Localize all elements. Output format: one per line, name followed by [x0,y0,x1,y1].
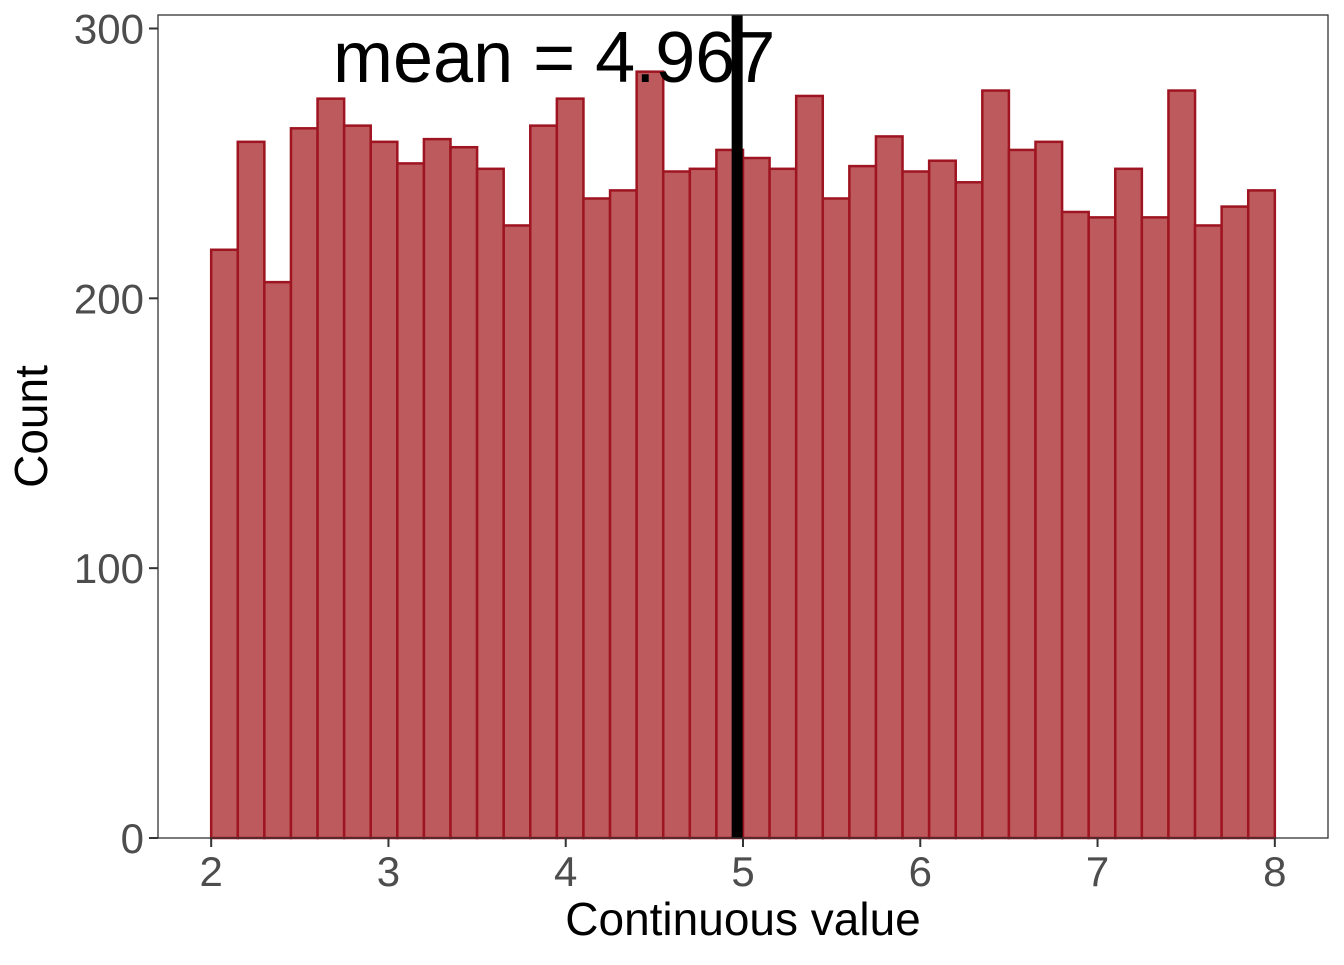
histogram-bar [1193,224,1223,840]
histogram-bar [1246,189,1277,840]
histogram-bar [768,167,798,840]
histogram-bar [209,248,240,840]
histogram-bar [954,181,984,840]
histogram-bar [661,170,692,840]
histogram-bar [263,280,293,840]
histogram-bar [289,127,319,840]
histogram-bar [741,156,771,840]
x-axis-title: Continuous value [565,893,920,945]
histogram-bar [848,164,878,840]
y-tick-label: 200 [74,275,144,322]
mean-annotation: mean = 4.967 [333,18,775,98]
histogram-bar [475,167,505,840]
histogram-bar [821,197,851,840]
histogram-bar [342,124,372,840]
histogram-bar [369,140,399,840]
x-tick-label: 8 [1263,848,1286,895]
histogram-bar [529,124,559,840]
histogram-bar [1167,89,1197,840]
x-tick-label: 7 [1086,848,1109,895]
histogram-bar [1007,148,1037,840]
x-tick-label: 4 [554,848,577,895]
histogram-bar [422,137,452,840]
y-tick-label: 100 [74,545,144,592]
histogram-bar [396,162,426,840]
histogram-bar [502,224,532,840]
x-tick-label: 5 [731,848,754,895]
histogram-bar [1087,216,1117,840]
histogram-bar [1220,205,1250,840]
mean-layer: mean = 4.967 [333,15,775,838]
histogram-bar [316,97,346,840]
y-axis-title: Count [5,365,57,488]
histogram-bar [927,159,957,840]
histogram-bar [901,170,931,840]
y-axis: 0 100 200 300 [74,5,158,862]
x-tick-label: 3 [377,848,400,895]
histogram-bar [688,167,718,840]
histogram-bar [582,197,612,840]
y-tick-label: 0 [121,815,144,862]
x-tick-label: 2 [200,848,223,895]
histogram-bar [1060,210,1090,840]
bars-layer [209,70,1277,840]
histogram-bar [236,140,266,840]
histogram-bar [1034,140,1064,840]
x-tick-label: 6 [909,848,932,895]
histogram-bar [608,189,638,840]
histogram-bar [794,94,825,840]
histogram-bar [555,97,585,840]
histogram-bar [1114,167,1144,840]
histogram-bar [981,89,1011,840]
histogram-bar [635,70,665,840]
y-tick-label: 300 [74,5,144,52]
histogram-bar [449,145,479,840]
x-axis: 2 3 4 5 6 7 8 [200,838,1286,895]
histogram-bar [874,135,904,840]
histogram-bar [1140,216,1170,840]
